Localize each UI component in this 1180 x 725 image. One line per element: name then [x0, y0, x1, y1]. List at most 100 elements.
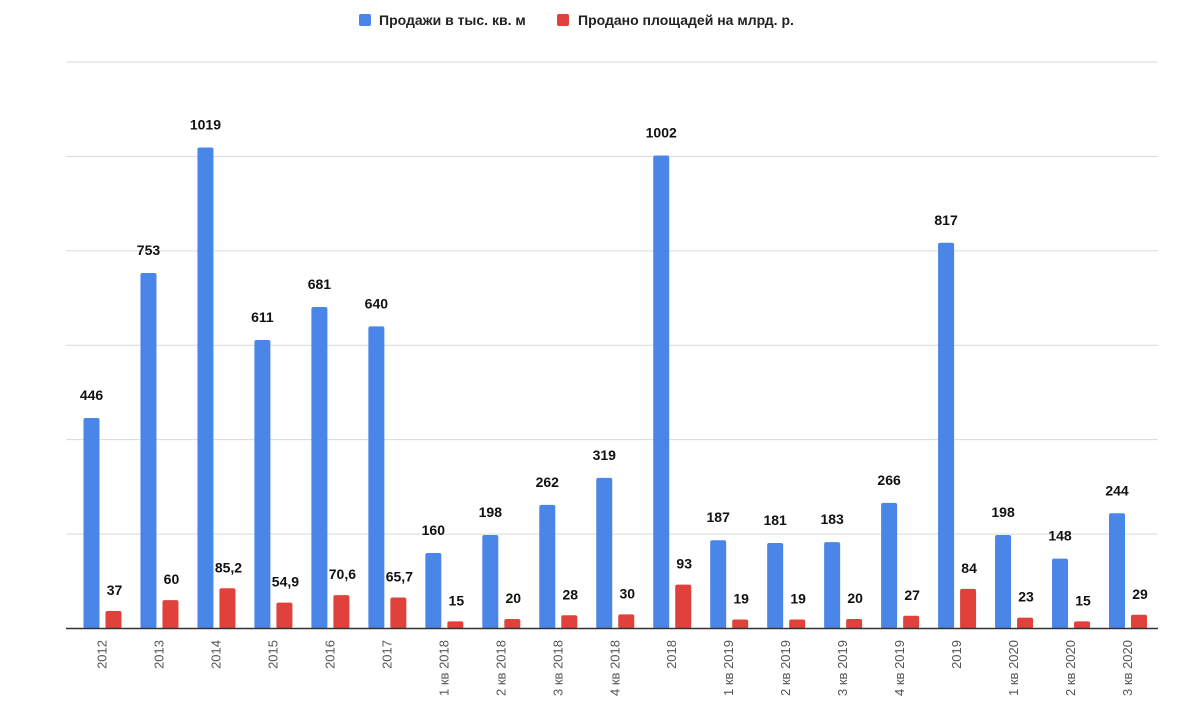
bar-area [1074, 621, 1091, 629]
bar-sales [1052, 558, 1069, 629]
bar-area [960, 588, 977, 629]
data-label-area: 30 [619, 585, 635, 601]
x-tick-label: 4 кв 2019 [892, 640, 907, 696]
bar-sales [881, 502, 898, 629]
x-tick-label: 2 кв 2019 [778, 640, 793, 696]
bar-area [903, 615, 920, 629]
bar-area [504, 619, 521, 629]
x-tick-label: 3 кв 2019 [835, 640, 850, 696]
bar-area [390, 597, 407, 629]
x-tick-label: 2014 [208, 640, 223, 669]
bar-area [1131, 614, 1147, 629]
data-label-sales: 198 [479, 504, 503, 520]
bar-sales [140, 273, 157, 629]
data-label-area: 85,2 [215, 559, 242, 575]
x-tick-label: 2019 [949, 640, 964, 669]
data-label-area: 19 [733, 591, 749, 607]
data-label-area: 27 [904, 587, 920, 603]
bar-sales [539, 504, 556, 629]
x-tick-label: 4 кв 2018 [607, 640, 622, 696]
bar-sales [596, 477, 613, 629]
x-tick-label: 3 кв 2018 [550, 640, 565, 696]
bar-sales [368, 326, 385, 629]
data-label-area: 37 [107, 582, 123, 598]
data-label-sales: 160 [422, 522, 446, 538]
data-labels: 446 37 753 60 1019 85,2 611 54,9 681 70,6 640 65,7 1… [80, 116, 1148, 608]
bar-area [276, 602, 293, 629]
bar-area [846, 619, 863, 629]
bar-sales [311, 307, 328, 629]
bar-area [219, 588, 236, 629]
x-tick-label: 2016 [322, 640, 337, 669]
data-label-area: 93 [676, 556, 692, 572]
data-label-area: 15 [449, 592, 465, 608]
data-label-area: 84 [961, 560, 977, 576]
bar-area [618, 614, 635, 629]
data-label-area: 19 [790, 591, 806, 607]
data-label-area: 23 [1018, 589, 1034, 605]
bar-area [105, 611, 122, 629]
x-tick-label: 1 кв 2020 [1006, 640, 1021, 696]
data-label-area: 28 [562, 586, 578, 602]
data-label-sales: 446 [80, 387, 104, 403]
x-tick-label: 2 кв 2020 [1063, 640, 1078, 696]
legend-label-sales: Продажи в тыс. кв. м [379, 12, 526, 28]
data-label-area: 54,9 [272, 574, 299, 590]
x-tick-label: 2013 [151, 640, 166, 669]
data-label-area: 65,7 [386, 568, 413, 584]
data-label-sales: 198 [991, 504, 1015, 520]
bar-area [732, 619, 749, 629]
bar-sales [1109, 513, 1125, 629]
bar-sales [938, 242, 955, 629]
x-tick-label: 3 кв 2020 [1120, 640, 1135, 696]
bar-area [1017, 617, 1034, 629]
x-tick-label: 2018 [664, 640, 679, 669]
legend-swatch-sales [359, 14, 371, 26]
x-tick-label: 1 кв 2019 [721, 640, 736, 696]
data-label-area: 60 [164, 571, 180, 587]
legend-swatch-area [557, 14, 569, 26]
bar-sales [824, 542, 841, 629]
data-label-sales: 640 [365, 295, 389, 311]
data-label-sales: 1002 [646, 124, 677, 140]
bar-area [162, 600, 179, 629]
bar-sales [254, 340, 271, 629]
bar-sales [653, 155, 670, 629]
data-label-sales: 262 [536, 474, 560, 490]
bar-area [561, 615, 578, 629]
data-label-sales: 611 [251, 309, 274, 325]
legend: Продажи в тыс. кв. м Продано площадей на… [359, 12, 794, 28]
data-label-sales: 817 [934, 212, 958, 228]
data-label-area: 29 [1132, 586, 1148, 602]
bar-area [789, 619, 806, 629]
bar-sales [83, 417, 100, 629]
x-tick-label: 2 кв 2018 [493, 640, 508, 696]
data-label-area: 70,6 [329, 566, 356, 582]
x-tick-label: 2012 [95, 640, 110, 669]
bar-sales [197, 147, 214, 629]
data-label-sales: 266 [877, 472, 901, 488]
data-label-sales: 181 [763, 512, 787, 528]
data-label-sales: 681 [308, 276, 332, 292]
bar-sales [482, 535, 499, 629]
bar-area [447, 621, 464, 629]
bar-sales [767, 543, 784, 629]
data-label-area: 20 [847, 590, 863, 606]
x-tick-label: 1 кв 2018 [436, 640, 451, 696]
data-label-sales: 753 [137, 242, 161, 258]
bar-sales [995, 535, 1012, 629]
data-label-sales: 1019 [190, 116, 221, 132]
x-tick-label: 2017 [379, 640, 394, 669]
bar-sales [710, 540, 727, 629]
bar-sales [425, 552, 442, 629]
bar-area [333, 595, 350, 629]
legend-label-area: Продано площадей на млрд. р. [578, 12, 794, 28]
data-label-sales: 183 [820, 511, 844, 527]
data-label-sales: 244 [1105, 482, 1129, 498]
data-label-sales: 319 [593, 447, 617, 463]
bars [83, 147, 1147, 629]
x-axis-tick-labels: 2012 2013 2014 2015 2016 2017 1 кв 2018 2 кв 20… [95, 640, 1136, 696]
data-label-sales: 148 [1048, 528, 1072, 544]
x-tick-label: 2015 [265, 640, 280, 669]
gridlines [66, 61, 1158, 535]
